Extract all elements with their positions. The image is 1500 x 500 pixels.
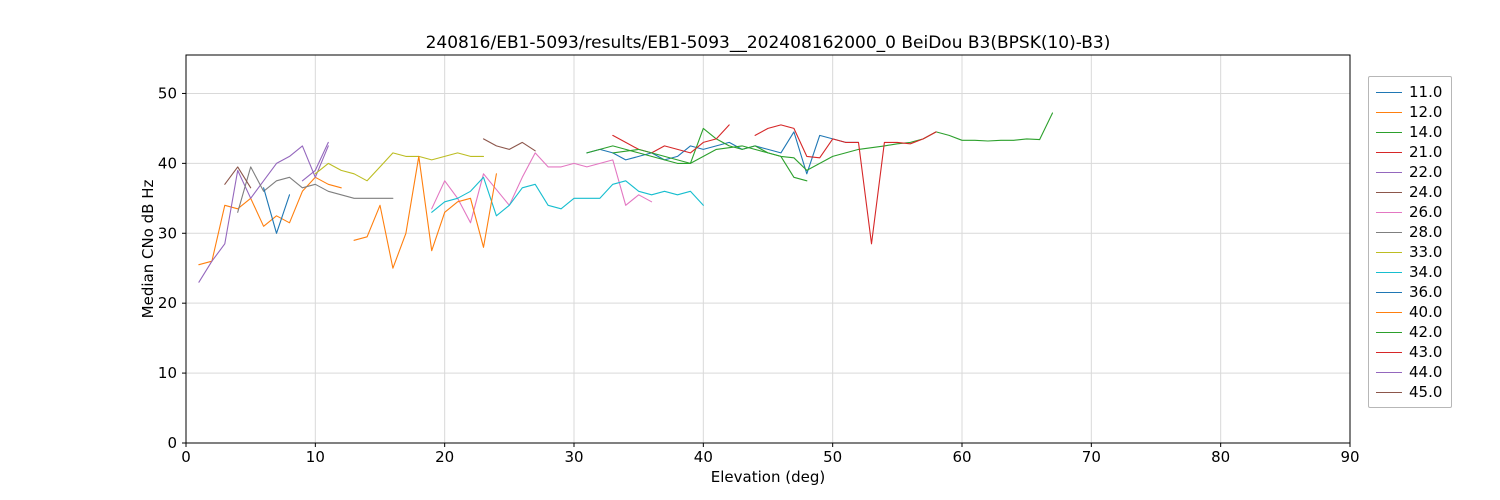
tick-labels: 0 10 20 30 40 50 60 70 80 90 0 10 20 30 40 50 <box>158 84 1360 466</box>
series-line-43.0 <box>754 124 937 245</box>
legend-label: 24.0 <box>1409 183 1443 201</box>
x-tick-label: 70 <box>1082 448 1101 466</box>
legend-swatch <box>1376 311 1402 313</box>
legend-item: 14.0 <box>1376 122 1442 142</box>
legend-swatch <box>1376 391 1402 393</box>
y-tick-label: 30 <box>158 224 177 242</box>
legend-item: 36.0 <box>1376 282 1442 302</box>
legend-swatch <box>1376 91 1402 93</box>
legend-item: 28.0 <box>1376 222 1442 242</box>
series-line-40.0 <box>353 155 497 269</box>
legend-label: 33.0 <box>1409 243 1443 261</box>
x-tick-label: 10 <box>306 448 325 466</box>
legend-item: 24.0 <box>1376 182 1442 202</box>
x-tick-label: 0 <box>181 448 191 466</box>
legend-item: 40.0 <box>1376 302 1442 322</box>
series-line-33.0 <box>314 152 485 182</box>
y-tick-label: 50 <box>158 84 177 102</box>
series-line-26.0 <box>431 152 653 224</box>
legend-label: 42.0 <box>1409 323 1443 341</box>
y-tick-label: 40 <box>158 154 177 172</box>
series-line-21.0 <box>612 124 730 154</box>
legend-item: 34.0 <box>1376 262 1442 282</box>
y-axis-label: Median CNo dB Hz <box>139 179 157 319</box>
series-line-11.0 <box>586 131 860 175</box>
legend-item: 22.0 <box>1376 162 1442 182</box>
series-line-12.0 <box>198 176 342 266</box>
legend-item: 44.0 <box>1376 362 1442 382</box>
x-axis-label: Elevation (deg) <box>710 468 826 486</box>
series-line-24.0 <box>482 138 536 152</box>
legend-label: 36.0 <box>1409 283 1443 301</box>
legend-swatch <box>1376 331 1402 333</box>
legend-label: 14.0 <box>1409 123 1443 141</box>
series-lines <box>198 112 1054 283</box>
x-tick-label: 40 <box>694 448 713 466</box>
x-tick-label: 90 <box>1340 448 1359 466</box>
legend-item: 11.0 <box>1376 82 1442 102</box>
legend-swatch <box>1376 171 1402 173</box>
axes-frame <box>185 54 1351 444</box>
chart-title: 240816/EB1-5093/results/EB1-5093__202408… <box>425 33 1111 53</box>
legend-swatch <box>1376 111 1402 113</box>
x-tick-label: 80 <box>1211 448 1230 466</box>
y-tick-label: 0 <box>167 434 177 452</box>
legend-swatch <box>1376 271 1402 273</box>
legend-swatch <box>1376 291 1402 293</box>
legend-item: 45.0 <box>1376 382 1442 402</box>
series-line-28.0 <box>237 166 394 213</box>
legend-item: 26.0 <box>1376 202 1442 222</box>
legend-swatch <box>1376 351 1402 353</box>
legend-label: 28.0 <box>1409 223 1443 241</box>
legend: 11.0 12.0 14.0 21.0 22.0 24.0 26.0 28.0 33.0 34.0… <box>1368 76 1453 408</box>
legend-label: 44.0 <box>1409 363 1443 381</box>
legend-swatch <box>1376 151 1402 153</box>
x-tick-label: 20 <box>435 448 454 466</box>
legend-item: 42.0 <box>1376 322 1442 342</box>
legend-item: 43.0 <box>1376 342 1442 362</box>
series-line-22.0 <box>198 145 329 283</box>
legend-swatch <box>1376 371 1402 373</box>
legend-item: 33.0 <box>1376 242 1442 262</box>
legend-label: 12.0 <box>1409 103 1443 121</box>
legend-swatch <box>1376 191 1402 193</box>
y-tick-label: 20 <box>158 294 177 312</box>
series-line-34.0 <box>431 176 704 217</box>
legend-label: 21.0 <box>1409 143 1443 161</box>
legend-label: 22.0 <box>1409 163 1443 181</box>
legend-label: 26.0 <box>1409 203 1443 221</box>
y-tick-label: 10 <box>158 364 177 382</box>
legend-item: 21.0 <box>1376 142 1442 162</box>
legend-label: 34.0 <box>1409 263 1443 281</box>
legend-swatch <box>1376 231 1402 233</box>
gridlines <box>185 55 1351 444</box>
x-tick-label: 60 <box>952 448 971 466</box>
legend-label: 11.0 <box>1409 83 1443 101</box>
legend-item: 12.0 <box>1376 102 1442 122</box>
series-line-42.0 <box>612 112 1054 171</box>
series-line-36.0 <box>263 187 291 234</box>
legend-swatch <box>1376 251 1402 253</box>
x-tick-label: 50 <box>823 448 842 466</box>
legend-label: 40.0 <box>1409 303 1443 321</box>
legend-label: 45.0 <box>1409 383 1443 401</box>
legend-label: 43.0 <box>1409 343 1443 361</box>
legend-swatch <box>1376 131 1402 133</box>
x-tick-label: 30 <box>564 448 583 466</box>
series-line-45.0 <box>224 166 252 189</box>
legend-swatch <box>1376 211 1402 213</box>
series-line-44.0 <box>301 141 329 182</box>
